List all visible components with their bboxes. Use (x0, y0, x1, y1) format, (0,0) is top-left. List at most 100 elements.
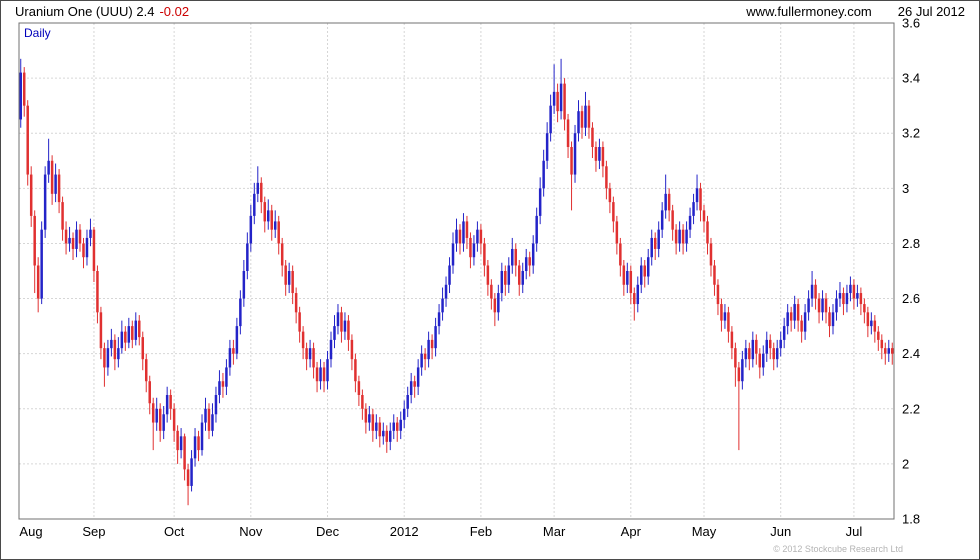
candle-body (633, 293, 636, 305)
candle-body (54, 174, 57, 194)
candle-body (179, 436, 183, 451)
candle-body (559, 83, 563, 112)
candle-body (573, 133, 577, 175)
candle-body (734, 348, 737, 368)
candle-body (755, 339, 758, 354)
candle-body (249, 215, 253, 244)
candle-body (22, 72, 26, 106)
candle-body (354, 359, 357, 382)
candle-body (444, 284, 448, 299)
x-axis-label: Sep (82, 524, 105, 539)
candle-body (803, 312, 807, 332)
candle-body (64, 229, 68, 244)
candle-body (89, 229, 92, 238)
candle-body (138, 320, 141, 338)
candle-body (601, 147, 605, 167)
candle-body (134, 320, 138, 340)
candle-body (709, 243, 713, 266)
candle-body (158, 408, 162, 431)
candle-body (225, 367, 228, 387)
candle-body (33, 215, 36, 266)
candle-body (169, 395, 172, 409)
candle-body (629, 271, 633, 294)
candle-body (720, 304, 723, 321)
candle-body (218, 381, 221, 395)
candle-body (232, 348, 235, 354)
candle-body (570, 147, 573, 175)
plot-frame (18, 22, 895, 520)
chart-header: Uranium One (UUU) 2.4 -0.02 www.fullermon… (15, 4, 965, 22)
candle-body (43, 174, 47, 230)
y-axis-label: 3.2 (902, 126, 920, 141)
candle-body (556, 91, 559, 112)
candle-body (479, 229, 483, 244)
y-axis-label: 1.8 (902, 512, 920, 527)
candle-body (455, 229, 458, 244)
candle-body (538, 188, 542, 216)
candle-body (674, 229, 678, 244)
candle-body (211, 414, 214, 431)
candle-body (389, 430, 392, 442)
candle-body (343, 320, 347, 332)
candle-body (406, 395, 409, 409)
candle-body (437, 312, 441, 327)
candle-body (113, 339, 117, 360)
candle-body (507, 265, 511, 285)
candle-body (423, 353, 427, 360)
candle-body (664, 193, 667, 211)
candle-body (793, 304, 796, 321)
candle-body (207, 408, 211, 431)
candle-body (375, 422, 378, 431)
candle-body (430, 339, 434, 349)
candle-body (702, 210, 706, 222)
candle-body (891, 348, 894, 354)
candle-body (120, 331, 124, 349)
candle-body (200, 422, 204, 451)
candle-body (587, 105, 591, 128)
candle-body (608, 188, 612, 203)
candle-body (186, 469, 190, 486)
candle-body (671, 210, 674, 230)
candle-body (347, 320, 350, 340)
candle-body (821, 298, 824, 313)
x-axis-label: 2012 (390, 524, 419, 539)
candle-body (535, 215, 538, 244)
candle-body (636, 284, 640, 305)
candle-body (92, 229, 96, 271)
candle-body (298, 312, 301, 332)
candle-body (420, 353, 423, 368)
candle-body (308, 348, 312, 360)
candle-body (75, 229, 78, 249)
candle-body (842, 293, 845, 305)
candle-body (350, 339, 354, 360)
x-axis-label: Apr (621, 524, 642, 539)
candle-body (96, 271, 99, 313)
candle-body (409, 381, 413, 395)
candle-body (378, 422, 382, 437)
candle-body (751, 339, 755, 360)
candle-body (831, 312, 835, 327)
candle-body (162, 414, 165, 431)
candle-body (294, 293, 298, 313)
y-axis-label: 2 (902, 456, 909, 471)
candle-body (786, 312, 789, 327)
candle-body (183, 436, 186, 470)
candle-body (284, 265, 287, 285)
x-axis-label: May (692, 524, 717, 539)
candle-body (19, 72, 22, 120)
candle-body (667, 193, 671, 211)
candle-body (584, 105, 587, 128)
site-link[interactable]: www.fullermoney.com (746, 4, 872, 19)
candle-body (190, 458, 193, 486)
candle-body (528, 257, 531, 266)
candle-body (117, 348, 120, 360)
candle-body (148, 381, 151, 404)
candle-body (469, 237, 472, 258)
candle-body (427, 339, 430, 360)
candle-body (144, 359, 148, 382)
candle-body (246, 243, 249, 271)
candle-body (873, 320, 877, 332)
candle-body (531, 243, 535, 266)
candle-body (870, 320, 873, 327)
